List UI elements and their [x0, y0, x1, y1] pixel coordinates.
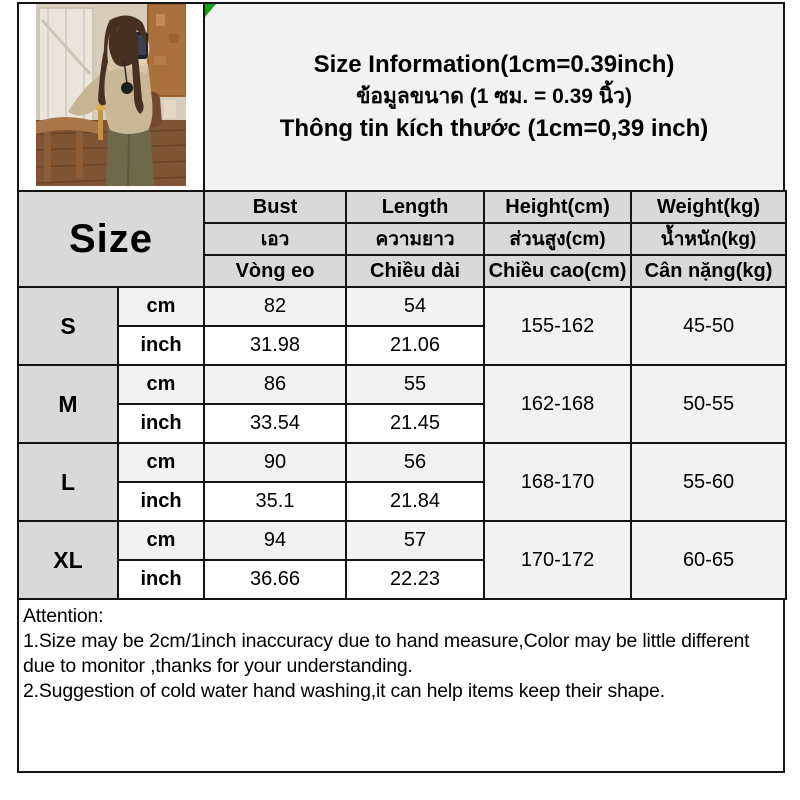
- col-header-length-th: ความยาว: [345, 222, 486, 256]
- weight-range-s: 45-50: [630, 286, 788, 366]
- title-english: Size Information(1cm=0.39inch): [313, 51, 675, 78]
- length-inch-s: 21.06: [345, 325, 486, 366]
- row-xl-inch: inch 36.66 22.23: [18, 559, 786, 600]
- weight-range-xl: 60-65: [630, 520, 788, 600]
- height-range-xl: 170-172: [483, 520, 633, 600]
- unit-cm: cm: [116, 442, 206, 483]
- green-corner-flag-icon: [205, 4, 216, 17]
- row-m-inch: inch 33.54 21.45: [18, 403, 786, 444]
- length-inch-xl: 22.23: [345, 559, 486, 600]
- product-photo-cell: [19, 4, 205, 190]
- unit-cm: cm: [116, 286, 206, 327]
- header-row-vi: Vòng eo Chiều dài Chiều cao(cm) Cân nặng…: [18, 254, 788, 288]
- row-xl-cm: XL cm 94 57 170-172 60-65: [17, 520, 788, 600]
- height-range-s: 155-162: [483, 286, 633, 366]
- row-m-cm: M cm 86 55 162-168 50-55: [17, 364, 788, 444]
- bust-cm-s: 82: [203, 286, 348, 327]
- title-cell: Size Information(1cm=0.39inch) ข้อมูลขนา…: [205, 4, 783, 190]
- size-label-l: L: [17, 442, 119, 522]
- attention-note-1: 1.Size may be 2cm/1inch inaccuracy due t…: [23, 630, 750, 677]
- row-l-cm: L cm 90 56 168-170 55-60: [17, 442, 788, 522]
- col-header-weight-en: Weight(kg): [630, 190, 788, 224]
- col-header-bust-th: เอว: [203, 222, 348, 256]
- attention-heading: Attention:: [23, 605, 104, 627]
- unit-inch: inch: [116, 325, 206, 366]
- product-photo: [36, 4, 186, 186]
- header-row: Size Information(1cm=0.39inch) ข้อมูลขนา…: [17, 2, 785, 190]
- size-label-m: M: [17, 364, 119, 444]
- unit-cm: cm: [116, 520, 206, 561]
- col-header-weight-vi: Cân nặng(kg): [630, 254, 788, 288]
- length-inch-l: 21.84: [345, 481, 486, 522]
- bust-inch-xl: 36.66: [203, 559, 348, 600]
- bust-cm-l: 90: [203, 442, 348, 483]
- attention-notes: Attention: 1.Size may be 2cm/1inch inacc…: [17, 600, 785, 773]
- size-label-s: S: [17, 286, 119, 366]
- size-table: Size Bust Length Height(cm) Weight(kg) เ…: [16, 190, 788, 600]
- col-header-length-en: Length: [345, 190, 486, 224]
- bust-inch-l: 35.1: [203, 481, 348, 522]
- row-l-inch: inch 35.1 21.84: [18, 481, 786, 522]
- height-range-l: 168-170: [483, 442, 633, 522]
- col-header-height-vi: Chiều cao(cm): [483, 254, 633, 288]
- header-row-en: Size Bust Length Height(cm) Weight(kg): [16, 190, 788, 288]
- weight-range-l: 55-60: [630, 442, 788, 522]
- unit-inch: inch: [116, 559, 206, 600]
- row-s-inch: inch 31.98 21.06: [18, 325, 786, 366]
- attention-note-2: 2.Suggestion of cold water hand washing,…: [23, 680, 665, 702]
- size-label-xl: XL: [17, 520, 119, 600]
- row-s-cm: S cm 82 54 155-162 45-50: [17, 286, 788, 366]
- bust-inch-s: 31.98: [203, 325, 348, 366]
- header-row-th: เอว ความยาว ส่วนสูง(cm) น้ำหนัก(kg): [18, 222, 788, 256]
- unit-inch: inch: [116, 481, 206, 522]
- unit-cm: cm: [116, 364, 206, 405]
- bust-cm-m: 86: [203, 364, 348, 405]
- title-thai: ข้อมูลขนาด (1 ซม. = 0.39 นิ้ว): [356, 85, 632, 108]
- weight-range-m: 50-55: [630, 364, 788, 444]
- size-header-cell: Size: [16, 190, 206, 288]
- bust-cm-xl: 94: [203, 520, 348, 561]
- col-header-weight-th: น้ำหนัก(kg): [630, 222, 788, 256]
- unit-inch: inch: [116, 403, 206, 444]
- size-chart-sheet: Size Information(1cm=0.39inch) ข้อมูลขนา…: [16, 2, 788, 773]
- col-header-height-th: ส่วนสูง(cm): [483, 222, 633, 256]
- length-cm-l: 56: [345, 442, 486, 483]
- col-header-bust-en: Bust: [203, 190, 348, 224]
- col-header-length-vi: Chiều dài: [345, 254, 486, 288]
- bust-inch-m: 33.54: [203, 403, 348, 444]
- col-header-bust-vi: Vòng eo: [203, 254, 348, 288]
- length-cm-xl: 57: [345, 520, 486, 561]
- height-range-m: 162-168: [483, 364, 633, 444]
- length-cm-s: 54: [345, 286, 486, 327]
- title-vietnamese: Thông tin kích thước (1cm=0,39 inch): [279, 115, 709, 142]
- col-header-height-en: Height(cm): [483, 190, 633, 224]
- length-cm-m: 55: [345, 364, 486, 405]
- length-inch-m: 21.45: [345, 403, 486, 444]
